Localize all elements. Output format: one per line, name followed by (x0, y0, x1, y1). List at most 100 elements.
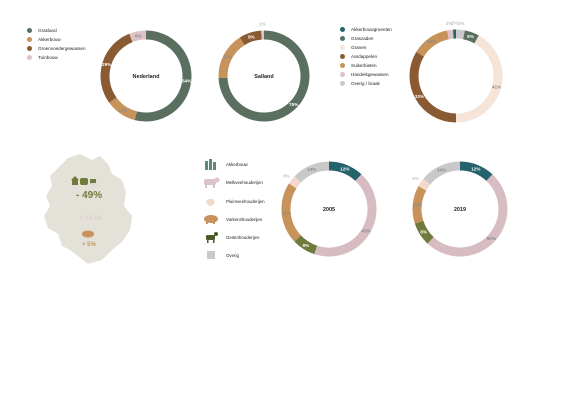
legend-item: Aardappelen (340, 54, 377, 59)
slice-label: 29% (102, 62, 111, 67)
legend-item: Akkerbouw (27, 37, 61, 42)
icon-legend-item: Pluimveehouderijen (202, 195, 265, 207)
legend-item: Akkerbouwgroenten (340, 27, 392, 32)
chart-title: Salland (254, 74, 274, 80)
donut-slice (294, 235, 318, 255)
donut-slice (455, 29, 465, 40)
legend-label: Grasland (38, 28, 57, 33)
icon-legend-item: Melkveehouderijen (202, 176, 263, 188)
slice-label: 13% (307, 167, 316, 172)
donut-slice (281, 183, 302, 242)
slice-label: 11% (118, 108, 127, 113)
slice-label: 8% (248, 35, 255, 40)
icon-legend-item: Overig (202, 250, 239, 260)
cow-icon (202, 176, 220, 188)
donut-slice (314, 174, 377, 257)
slice-label: 21% (282, 211, 291, 216)
slice-label: 33% (415, 94, 424, 99)
legend-item: Overig / braak (340, 81, 380, 86)
legend-item: Granen (340, 45, 366, 50)
region-map: - 49% + 18,5% + 5% (40, 150, 140, 275)
slice-label: 8% (303, 243, 310, 248)
donut-slice (412, 186, 427, 224)
donut-slice (294, 161, 330, 183)
icon-legend-label: Pluimveehouderijen (226, 198, 265, 204)
legend-swatch (340, 45, 345, 50)
grain-silo-icon (202, 158, 220, 170)
legend-swatch (340, 81, 345, 86)
donut-slice (423, 161, 461, 185)
donut-slice (134, 30, 192, 122)
donut-slice (328, 161, 362, 182)
legend-label: Overig / braak (351, 81, 380, 86)
slice-label: 13% (427, 39, 436, 44)
legend-label: Suikerbieten (351, 63, 377, 68)
icon-legend-label: Melkveehouderijen (226, 179, 263, 185)
donut-slice (414, 220, 434, 244)
goat-icon (202, 231, 220, 243)
icon-legend-label: Akkerbouw (226, 161, 248, 167)
donut-slice (463, 30, 479, 44)
legend-item: Suikerbieten (340, 63, 377, 68)
donut-slice (455, 35, 503, 123)
slice-label: 1% (259, 22, 266, 27)
pig-icon (82, 230, 94, 238)
legend-item: Handelsgewassen (340, 72, 389, 77)
donut-slice (109, 97, 138, 121)
donut-slice (459, 161, 493, 182)
donut-slice (427, 174, 508, 257)
slice-label: 6% (135, 33, 142, 38)
donut-slice (288, 176, 302, 189)
legend-label: Aardappelen (351, 54, 378, 59)
slice-label: 8% (420, 230, 427, 235)
donut-slice (100, 33, 133, 103)
legend-label: Akkerbouw (38, 37, 61, 42)
slice-label: 14% (437, 168, 446, 173)
slice-label: 12% (471, 167, 480, 172)
slice-label: 1% (451, 21, 458, 26)
legend-swatch (340, 72, 345, 77)
donut-chart-2005: 12% 43% 8% 21% 3% 13% 2005 (281, 161, 377, 257)
slice-label: 3% (458, 21, 465, 26)
slice-label: 43% (361, 228, 370, 233)
icon-legend-label: Geitenhouderijen (226, 234, 260, 240)
chart-title: 2005 (323, 207, 335, 213)
donut-chart-akkerbouw-crops: 3% 5% 41% 33% 13% 2%1% (409, 21, 503, 123)
legend-label: Akkerbouwgroenten (351, 27, 392, 32)
slice-label: 75% (289, 102, 298, 107)
icon-legend-label: Varkenshouderijen (226, 216, 263, 222)
map-stat-pig: + 5% (82, 242, 97, 248)
donut-slice (447, 29, 454, 40)
slice-label: 2% (446, 21, 453, 26)
chicken-icon (202, 195, 220, 207)
slice-label: 13% (413, 203, 422, 208)
icon-legend-item: Varkenshouderijen (202, 213, 262, 225)
donut-chart-nederland: 54% 11% 29% 6% Nederland (100, 30, 192, 122)
legend-swatch (27, 46, 32, 51)
barn-icon (71, 176, 96, 185)
legend-swatch (27, 28, 32, 33)
donut-slice (416, 30, 450, 57)
legend-item: Grasland (27, 28, 57, 33)
slice-label: 50% (487, 236, 496, 241)
slice-label: 17% (223, 55, 232, 60)
slice-label: 54% (182, 79, 191, 84)
donut-slice (418, 178, 431, 191)
pig-icon (202, 213, 220, 225)
chart-title: 2019 (454, 207, 466, 213)
donut-slice (218, 30, 310, 122)
legend-label: Handelsgewassen (351, 72, 389, 77)
legend-item: Groenvoedergewassen (27, 46, 86, 51)
slice-label: 3% (283, 174, 290, 179)
legend-label: Groenvoedergewassen (38, 46, 86, 51)
legend-swatch (340, 36, 345, 41)
legend-item: Tuinbouw (27, 55, 58, 60)
legend-swatch (27, 37, 32, 42)
legend-swatch (27, 55, 32, 60)
chart-title: Nederland (133, 74, 160, 80)
legend-item: Graszaden (340, 36, 373, 41)
legend-label: Granen (351, 45, 367, 50)
goat-icon (90, 183, 99, 187)
donut-slice (239, 30, 262, 46)
map-stat-poultry: + 18,5% (80, 216, 103, 222)
